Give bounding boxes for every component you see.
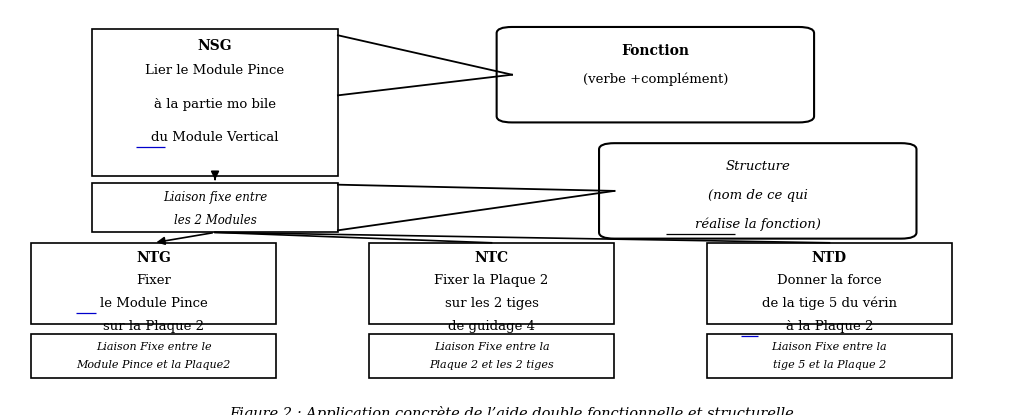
- FancyBboxPatch shape: [497, 27, 814, 122]
- Text: Fixer: Fixer: [136, 274, 171, 287]
- Text: Donner la force: Donner la force: [777, 274, 882, 287]
- Text: à la Plaque 2: à la Plaque 2: [785, 320, 873, 332]
- FancyBboxPatch shape: [707, 243, 952, 324]
- Text: NTC: NTC: [474, 251, 509, 265]
- Text: (verbe +complément): (verbe +complément): [583, 73, 728, 86]
- Text: Fixer la Plaque 2: Fixer la Plaque 2: [434, 274, 549, 287]
- Text: Structure: Structure: [725, 160, 791, 173]
- Text: sur la Plaque 2: sur la Plaque 2: [103, 320, 204, 332]
- FancyBboxPatch shape: [599, 143, 916, 239]
- Text: NTD: NTD: [812, 251, 847, 265]
- Text: tige 5 et la Plaque 2: tige 5 et la Plaque 2: [773, 360, 886, 370]
- Text: Liaison fixe entre: Liaison fixe entre: [163, 191, 267, 204]
- Text: NSG: NSG: [198, 39, 232, 54]
- Text: Module Pince et la Plaque2: Module Pince et la Plaque2: [77, 360, 230, 370]
- Text: le Module Pince: le Module Pince: [99, 297, 208, 310]
- FancyBboxPatch shape: [92, 183, 338, 232]
- FancyBboxPatch shape: [369, 243, 614, 324]
- Text: de la tige 5 du vérin: de la tige 5 du vérin: [762, 297, 897, 310]
- Text: (nom de ce qui: (nom de ce qui: [708, 189, 808, 202]
- Text: réalise la fonction): réalise la fonction): [695, 218, 820, 232]
- FancyBboxPatch shape: [31, 243, 276, 324]
- Text: NTG: NTG: [136, 251, 171, 265]
- Text: Liaison Fixe entre la: Liaison Fixe entre la: [434, 342, 549, 352]
- Text: sur les 2 tiges: sur les 2 tiges: [444, 297, 539, 310]
- FancyBboxPatch shape: [31, 334, 276, 378]
- FancyBboxPatch shape: [369, 334, 614, 378]
- Text: du Module Vertical: du Module Vertical: [152, 131, 279, 144]
- Text: Figure 2 : Application concrète de l’aide double fonctionnelle et structurelle: Figure 2 : Application concrète de l’aid…: [229, 406, 795, 415]
- Text: à la partie mo bile: à la partie mo bile: [154, 98, 276, 110]
- Text: les 2 Modules: les 2 Modules: [174, 214, 256, 227]
- Text: Plaque 2 et les 2 tiges: Plaque 2 et les 2 tiges: [429, 360, 554, 370]
- Text: Liaison Fixe entre le: Liaison Fixe entre le: [96, 342, 211, 352]
- FancyBboxPatch shape: [92, 29, 338, 176]
- Text: Lier le Module Pince: Lier le Module Pince: [145, 64, 285, 77]
- Text: Liaison Fixe entre la: Liaison Fixe entre la: [772, 342, 887, 352]
- FancyBboxPatch shape: [707, 334, 952, 378]
- Text: de guidage 4: de guidage 4: [449, 320, 535, 332]
- Text: Fonction: Fonction: [622, 44, 689, 58]
